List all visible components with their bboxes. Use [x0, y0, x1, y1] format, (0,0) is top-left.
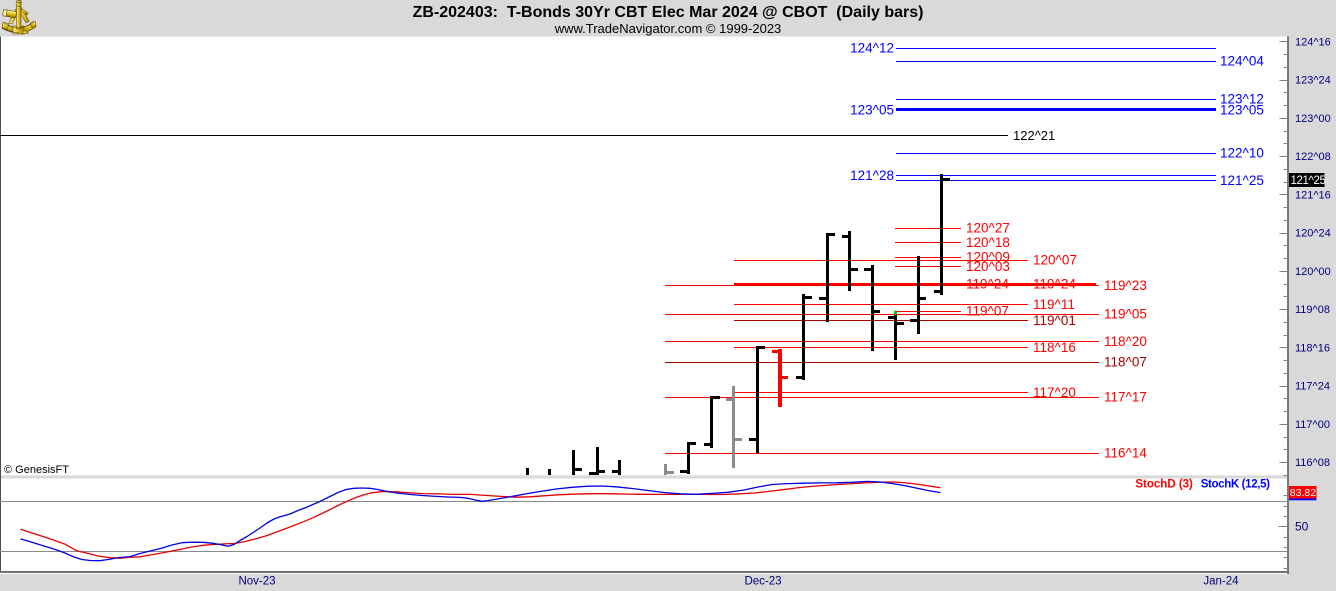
svg-text:116^08: 116^08	[1295, 457, 1330, 469]
svg-text:122^10: 122^10	[1220, 146, 1264, 161]
svg-text:119^23: 119^23	[1104, 278, 1147, 293]
svg-text:123^12: 123^12	[1220, 92, 1264, 107]
svg-text:118^16: 118^16	[1295, 342, 1330, 354]
svg-text:124^12: 124^12	[850, 41, 894, 56]
svg-text:StochK (12,5): StochK (12,5)	[1201, 479, 1270, 491]
svg-text:123^05: 123^05	[850, 103, 894, 118]
svg-text:118^07: 118^07	[1104, 354, 1147, 369]
svg-text:120^09: 120^09	[966, 249, 1010, 264]
svg-text:120^00: 120^00	[1295, 266, 1331, 278]
svg-text:117^00: 117^00	[1295, 419, 1330, 431]
svg-text:117^24: 117^24	[1295, 381, 1330, 393]
svg-text:Jan-24: Jan-24	[1203, 576, 1239, 588]
svg-text:117^20: 117^20	[1033, 385, 1076, 400]
svg-text:119^24: 119^24	[966, 276, 1009, 291]
svg-text:123^00: 123^00	[1295, 113, 1331, 125]
svg-text:120^03: 120^03	[966, 259, 1010, 274]
svg-text:124^04: 124^04	[1220, 53, 1264, 68]
svg-text:116^14: 116^14	[1104, 445, 1147, 460]
svg-text:121^25: 121^25	[1220, 173, 1264, 188]
svg-text:www.TradeNavigator.com © 1999-: www.TradeNavigator.com © 1999-2023	[554, 21, 782, 36]
svg-text:119^01: 119^01	[1033, 313, 1076, 328]
svg-text:121^25: 121^25	[1291, 175, 1326, 187]
svg-text:123^05: 123^05	[1220, 103, 1264, 118]
svg-text:50: 50	[1295, 520, 1309, 534]
svg-text:119^11: 119^11	[1033, 297, 1075, 312]
svg-text:119^07: 119^07	[966, 303, 1009, 318]
svg-text:121^16: 121^16	[1295, 189, 1331, 201]
svg-text:120^27: 120^27	[966, 221, 1010, 236]
svg-text:Nov-23: Nov-23	[238, 576, 275, 588]
svg-text:120^18: 120^18	[966, 235, 1010, 250]
svg-text:118^20: 118^20	[1104, 334, 1147, 349]
svg-text:© GenesisFT: © GenesisFT	[4, 464, 69, 476]
svg-text:ZB-202403: T-Bonds 30Yr CBT E: ZB-202403: T-Bonds 30Yr CBT Elec Mar 202…	[413, 4, 924, 21]
svg-text:Dec-23: Dec-23	[744, 576, 781, 588]
svg-text:117^17: 117^17	[1104, 390, 1147, 405]
svg-text:122^08: 122^08	[1295, 151, 1331, 163]
svg-text:120^24: 120^24	[1295, 228, 1331, 240]
svg-text:124^16: 124^16	[1295, 36, 1331, 48]
svg-text:119^24: 119^24	[1033, 276, 1076, 291]
svg-text:119^05: 119^05	[1104, 307, 1147, 322]
svg-text:119^08: 119^08	[1295, 304, 1330, 316]
svg-text:StochD (3): StochD (3)	[1135, 479, 1193, 491]
svg-text:121^28: 121^28	[850, 168, 894, 183]
svg-text:123^24: 123^24	[1295, 75, 1331, 87]
svg-text:122^21: 122^21	[1013, 128, 1055, 143]
svg-text:118^16: 118^16	[1033, 340, 1076, 355]
svg-text:83.82: 83.82	[1290, 487, 1316, 499]
svg-text:120^07: 120^07	[1033, 252, 1077, 267]
